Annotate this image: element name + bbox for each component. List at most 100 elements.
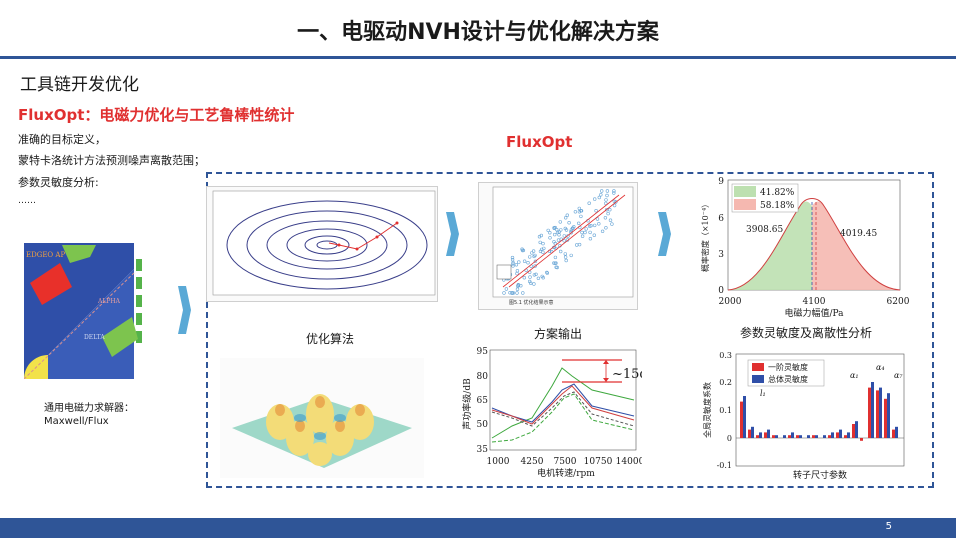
sensitivity-bar (895, 426, 898, 438)
motor-tag-3: DELTA (84, 334, 105, 341)
arrow-right-icon (176, 284, 192, 340)
dist-xtick: 4100 (803, 297, 826, 307)
scatter-point (515, 287, 520, 291)
page-number: 5 (885, 521, 892, 532)
scatter-point (606, 211, 610, 216)
sensitivity-bar (740, 401, 743, 438)
scatter-point (517, 260, 521, 264)
dist-ytick: 6 (718, 214, 724, 224)
noise-ytick: 95 (477, 347, 489, 357)
scatter-point (573, 210, 578, 214)
sensitivity-bar (772, 435, 775, 438)
scatter-point (569, 230, 573, 235)
sensitivity-bar (764, 432, 767, 438)
noise-xtick: 7500 (554, 457, 577, 467)
scatter-point (569, 253, 573, 258)
sensitivity-bar (759, 432, 762, 438)
dist-ytick: 3 (718, 250, 724, 260)
scatter-point (563, 226, 568, 231)
noise-series-line (491, 393, 635, 443)
scatter-point (597, 195, 602, 200)
sensitivity-bar (887, 393, 890, 438)
scatter-point (545, 271, 550, 275)
dist-annotation-left: 3908.65 (746, 225, 783, 235)
dist-legend-1: 41.82% (760, 188, 795, 198)
scatter-point (511, 264, 515, 268)
scatter-point (553, 261, 557, 265)
scatter-point (516, 282, 520, 287)
scatter-point (562, 234, 567, 238)
scatter-point (541, 275, 545, 280)
sens-label-a7: α₇ (894, 371, 903, 380)
sensitivity-bar (871, 382, 874, 438)
scatter-point (605, 193, 609, 198)
sens-ytick: 0.1 (719, 406, 732, 415)
scatter-point (604, 208, 609, 212)
noise-annotation: ~15db (612, 367, 642, 382)
noise-series-line (491, 391, 635, 427)
fluxopt-label: FluxOpt (506, 133, 573, 151)
scatter-point (563, 216, 568, 220)
scatter-figure-label: 图5.1 优化结果示意 (509, 300, 554, 306)
scatter-point (592, 197, 597, 201)
sensitivity-bar (796, 435, 799, 438)
scatter-point (511, 260, 515, 265)
noise-ytick: 65 (477, 396, 489, 406)
scatter-point (541, 250, 545, 254)
scatter-point (562, 239, 566, 243)
scatter-point (583, 230, 587, 235)
scatter-point (567, 220, 571, 225)
scatter-point (572, 225, 576, 229)
motor-caption: 通用电磁力求解器：Maxwell/Flux (44, 403, 134, 427)
scatter-point (502, 291, 506, 295)
scatter-point (576, 221, 581, 225)
scatter-point (526, 260, 530, 265)
scatter-point (587, 224, 592, 228)
scatter-point (533, 253, 537, 258)
scatter-point (595, 217, 600, 221)
sensitivity-bar (799, 435, 802, 438)
sens-ytick: 0 (727, 434, 732, 443)
scatter-point (605, 189, 610, 193)
scatter-point (528, 275, 532, 279)
dist-legend-2: 58.18% (760, 201, 795, 211)
bullet-1: 准确的目标定义， (18, 133, 106, 146)
sensitivity-bar (743, 396, 746, 438)
scatter-point (584, 227, 588, 231)
distribution-chart: 41.82% 58.18% 3908.65 4019.45 9 6 3 0 20… (700, 176, 910, 336)
scatter-point (536, 276, 541, 281)
scatter-point (610, 222, 614, 226)
motor-image: EDGEO AP ALPHA DELTA (23, 243, 160, 380)
noise-xtick: 4250 (521, 457, 544, 467)
scatter-point (557, 233, 561, 237)
scatter-point (545, 270, 549, 275)
scatter-point (522, 259, 527, 263)
scatter-point (604, 201, 608, 206)
scatter-point (538, 240, 542, 245)
scatter-point (563, 252, 568, 256)
scatter-point (510, 255, 515, 260)
scatter-point (594, 209, 598, 213)
noise-xtick: 10750 (584, 457, 613, 467)
sens-xlabel: 转子尺寸参数 (793, 469, 847, 481)
scatter-point (592, 223, 597, 228)
scatter-point (531, 249, 536, 253)
sensitivity-bar (775, 435, 778, 438)
scatter-point (532, 273, 537, 277)
sensitivity-bar (767, 429, 770, 438)
noise-ytick: 35 (477, 445, 489, 455)
sensitivity-bar (839, 429, 842, 438)
sensitivity-caption: 参数灵敏度及离散性分析 (739, 326, 872, 340)
scatter-point (530, 251, 534, 255)
footer-bar (0, 518, 956, 538)
scatter-point (520, 247, 524, 251)
arrow-right-icon (656, 210, 672, 262)
bullet-4: …… (18, 196, 36, 206)
headline: FluxOpt：电磁力优化与工艺鲁棒性统计 (18, 106, 295, 124)
scatter-point (504, 287, 509, 291)
sens-label-a1: α₁ (850, 371, 859, 380)
sensitivity-bar (828, 435, 831, 438)
sensitivity-bar (844, 435, 847, 438)
scatter-point (541, 241, 545, 246)
scatter-point (552, 226, 556, 230)
